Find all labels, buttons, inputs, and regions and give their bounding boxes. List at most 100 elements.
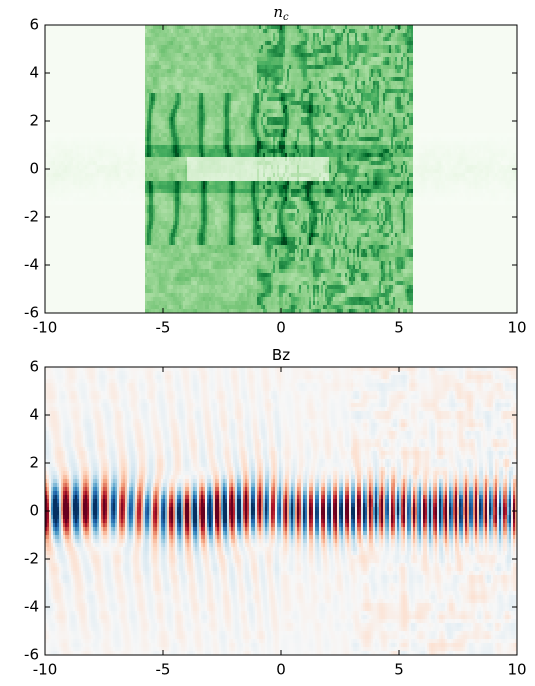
heatmap-cell (61, 281, 63, 285)
heatmap-cell (59, 29, 61, 33)
heatmap-cell (63, 213, 65, 217)
heatmap-cell (65, 37, 67, 41)
heatmap-cell (65, 81, 67, 85)
heatmap-cell (83, 181, 85, 185)
heatmap-cell (59, 297, 61, 301)
heatmap-cell (77, 245, 79, 249)
heatmap-cell (59, 261, 61, 265)
heatmap-cell (47, 193, 49, 197)
heatmap-cell (79, 285, 81, 289)
heatmap-cell (69, 141, 71, 145)
heatmap-cell (59, 129, 61, 133)
heatmap-cell (51, 61, 53, 65)
heatmap-cell (71, 309, 73, 313)
heatmap-cell (83, 265, 85, 269)
heatmap-cell (53, 189, 55, 193)
heatmap-cell (67, 173, 69, 177)
heatmap-cell (79, 257, 81, 261)
heatmap-cell (75, 61, 77, 65)
heatmap-cell (57, 29, 59, 33)
heatmap-cell (73, 77, 75, 81)
heatmap-cell (67, 245, 69, 249)
heatmap-cell (77, 81, 79, 85)
heatmap-cell (73, 129, 75, 133)
heatmap-cell (47, 169, 49, 173)
heatmap-cell (51, 217, 53, 221)
heatmap-cell (79, 277, 81, 281)
heatmap-cell (61, 301, 63, 305)
heatmap-cell (55, 209, 57, 213)
heatmap-cell (51, 45, 53, 49)
heatmap-cell (67, 49, 69, 53)
heatmap-cell (79, 305, 81, 309)
heatmap-cell (67, 177, 69, 181)
heatmap-cell (49, 37, 51, 41)
heatmap-cell (63, 33, 65, 37)
heatmap-cell (69, 169, 71, 173)
heatmap-cell (49, 177, 51, 181)
heatmap-cell (57, 257, 59, 261)
heatmap-cell (59, 173, 61, 177)
heatmap-cell (79, 101, 81, 105)
heatmap-cell (63, 241, 65, 245)
heatmap-cell (73, 233, 75, 237)
heatmap-cell (53, 309, 55, 313)
heatmap-cell (69, 297, 71, 301)
heatmap-cell (53, 133, 55, 137)
heatmap-cell (75, 81, 77, 85)
heatmap-cell (77, 153, 79, 157)
heatmap-cell (47, 229, 49, 233)
heatmap-cell (81, 209, 83, 213)
heatmap-cell (65, 177, 67, 181)
heatmap-cell (71, 105, 73, 109)
heatmap-cell (69, 201, 71, 205)
heatmap-cell (75, 41, 77, 45)
heatmap-cell (69, 61, 71, 65)
heatmap-cell (57, 249, 59, 253)
heatmap-cell (65, 113, 67, 117)
heatmap-cell (63, 197, 65, 201)
heatmap-cell (61, 229, 63, 233)
heatmap-cell (83, 125, 85, 129)
heatmap-cell (81, 277, 83, 281)
heatmap-cell (63, 121, 65, 125)
heatmap-cell (79, 193, 81, 197)
heatmap-cell (67, 213, 69, 217)
heatmap-cell (83, 117, 85, 121)
heatmap-cell (73, 257, 75, 261)
heatmap-cell (55, 69, 57, 73)
heatmap-cell (73, 237, 75, 241)
heatmap-cell (65, 97, 67, 101)
heatmap-cell (79, 85, 81, 89)
heatmap-cell (51, 161, 53, 165)
heatmap-cell (71, 289, 73, 293)
heatmap-cell (73, 305, 75, 309)
heatmap-cell (83, 133, 85, 137)
heatmap-cell (73, 201, 75, 205)
heatmap-cell (81, 85, 83, 89)
heatmap-cell (77, 89, 79, 93)
heatmap-cell (53, 225, 55, 229)
heatmap-cell (61, 205, 63, 209)
heatmap-cell (51, 189, 53, 193)
heatmap-cell (65, 133, 67, 137)
heatmap-cell (57, 177, 59, 181)
heatmap-cell (71, 257, 73, 261)
heatmap-cell (81, 33, 83, 37)
heatmap-cell (49, 121, 51, 125)
heatmap-cell (49, 125, 51, 129)
heatmap-cell (69, 77, 71, 81)
heatmap-cell (49, 165, 51, 169)
heatmap-cell (79, 29, 81, 33)
heatmap-cell (61, 253, 63, 257)
heatmap-cell (67, 61, 69, 65)
heatmap-cell (55, 237, 57, 241)
heatmap-cell (75, 289, 77, 293)
heatmap-cell (73, 85, 75, 89)
heatmap-cell (63, 37, 65, 41)
heatmap-cell (75, 129, 77, 133)
heatmap-cell (63, 81, 65, 85)
heatmap-cell (63, 157, 65, 161)
heatmap-cell (51, 29, 53, 33)
heatmap-cell (75, 229, 77, 233)
